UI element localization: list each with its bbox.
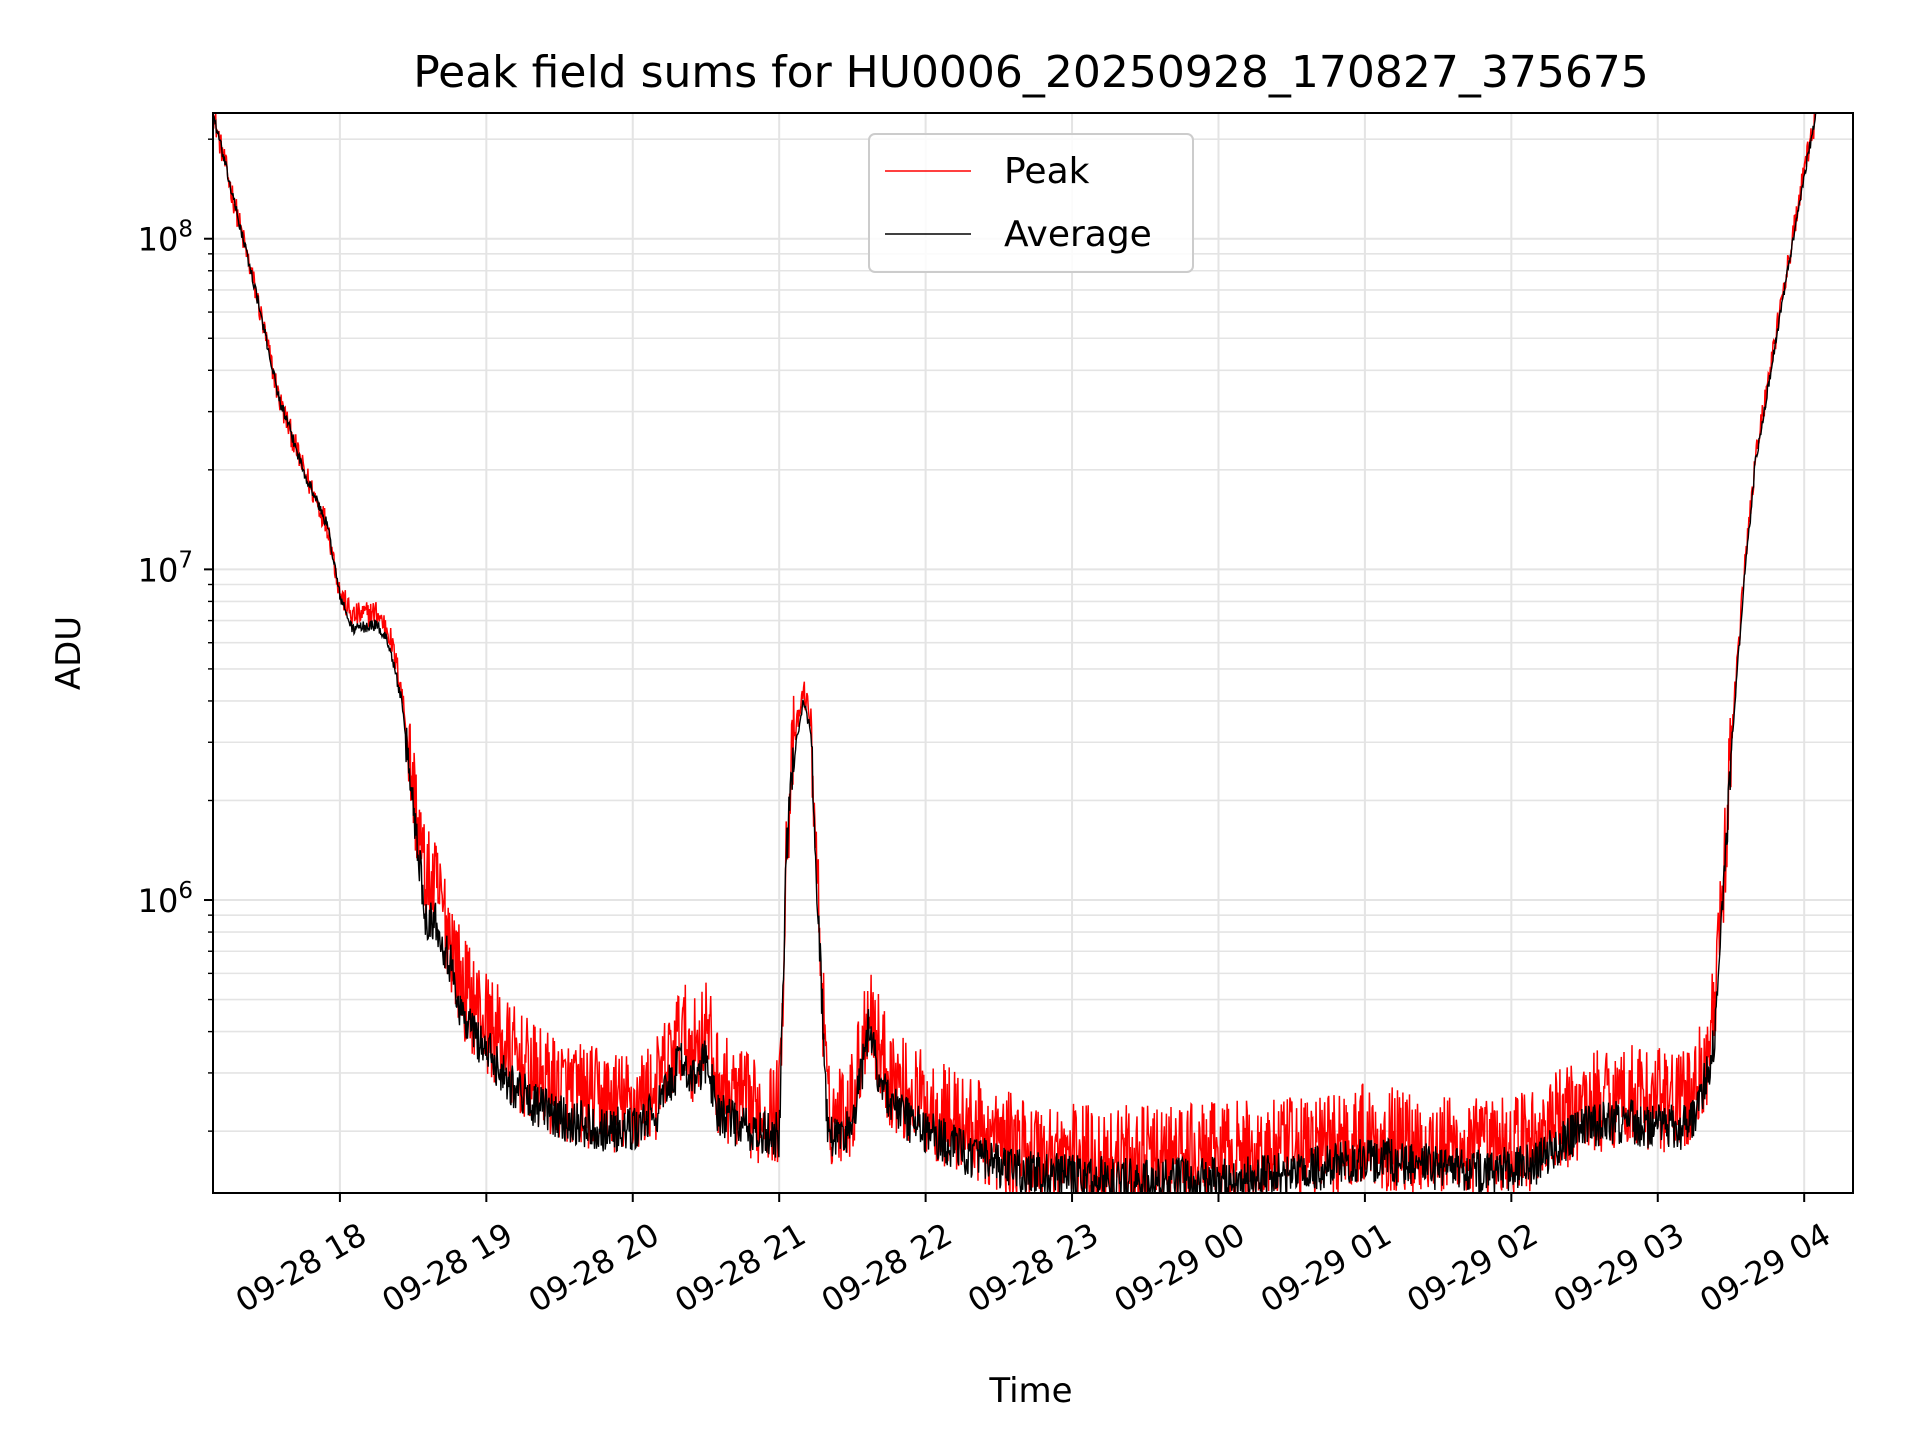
legend-box [868,133,1194,273]
plot-frame [212,112,1854,1194]
y-tick-label: 106 [138,878,193,920]
y-axis-label: ADU [49,616,89,690]
x-axis-label: Time [988,1371,1072,1411]
grid [213,113,1853,1193]
y-tick-label: 108 [138,217,193,259]
y-ticks: 106 107 108 [138,138,213,1132]
series-layer [213,113,1817,1193]
legend-label-peak: Peak [1004,151,1090,192]
series-line-average [213,113,1817,1193]
legend-label-average: Average [1004,214,1152,255]
chart-title: Peak field sums for HU0006_20250928_1708… [413,47,1649,98]
y-tick-label: 107 [138,547,193,589]
legend: Peak Average [868,133,1194,273]
